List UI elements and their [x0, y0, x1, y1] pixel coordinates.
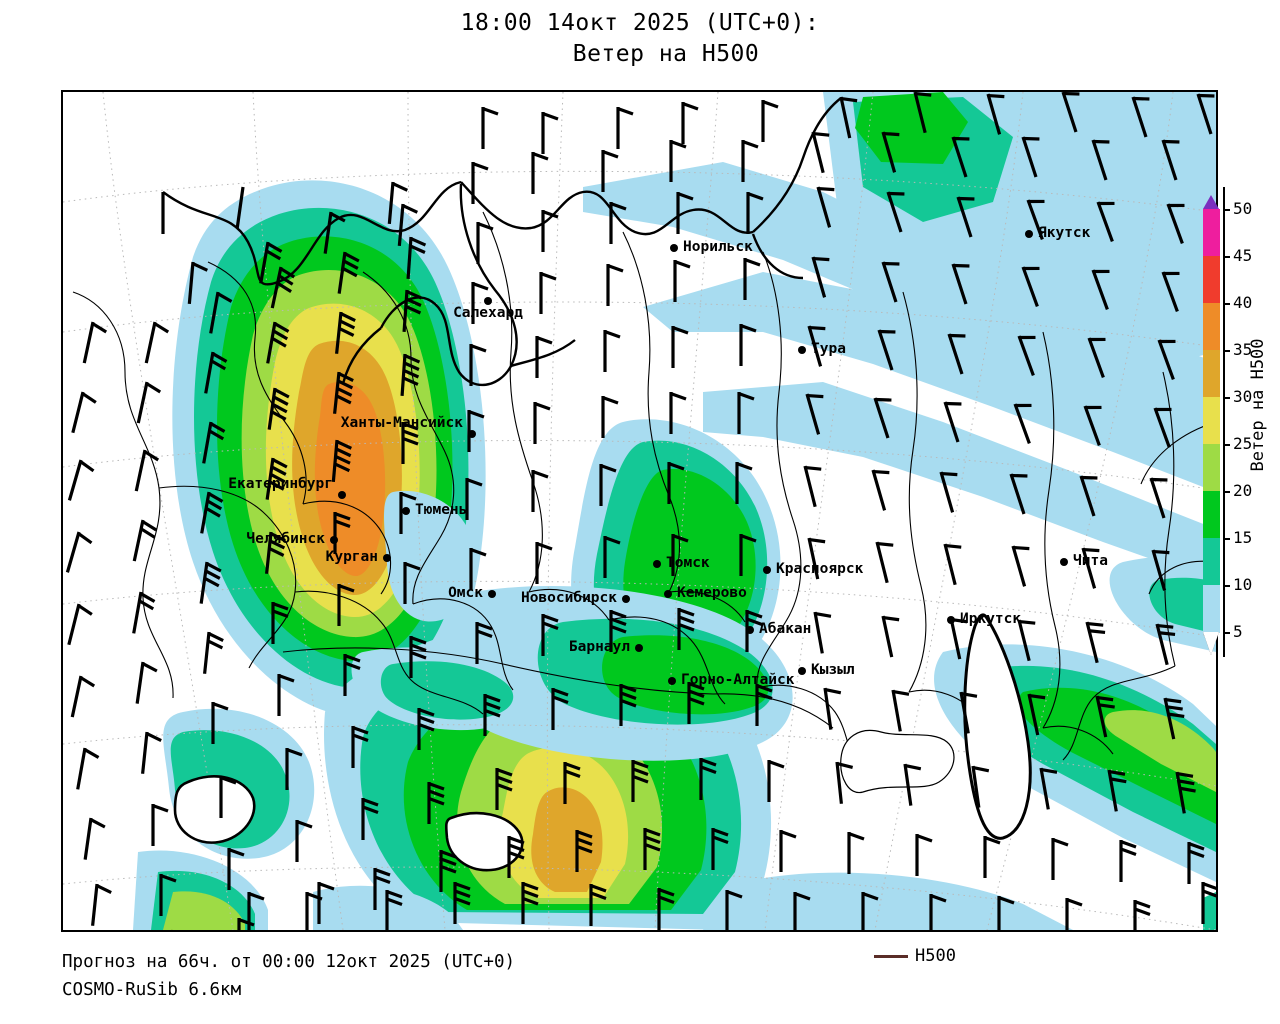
colorbar-segment-10_15 — [1203, 538, 1220, 586]
city-dot — [330, 536, 338, 544]
city-dot — [668, 677, 676, 685]
colorbar-segment-15_20 — [1203, 491, 1220, 539]
city-dot — [484, 297, 492, 305]
city-dot — [664, 590, 672, 598]
city-name: Омск — [448, 585, 483, 601]
city-name: Якутск — [1038, 225, 1091, 241]
colorbar-tick — [1223, 585, 1230, 587]
inland-lake-west — [173, 775, 256, 844]
title-line-parameter: Ветер на H500 — [572, 41, 760, 67]
city-name: Абакан — [759, 621, 812, 637]
city-name: Новосибирск — [520, 590, 617, 606]
page-title: 18:00 14окт 2025 (UTC+0): Ветер на H500 — [0, 8, 1280, 70]
title-line-datetime: 18:00 14окт 2025 (UTC+0): — [460, 10, 820, 36]
regional-outline-buryatia — [840, 729, 955, 794]
city-dot — [670, 244, 678, 252]
city-dot — [798, 667, 806, 675]
city-name: Тюмень — [415, 502, 468, 518]
city-name: Томск — [666, 555, 710, 571]
colorbar-tick — [1223, 256, 1230, 258]
city-dot — [402, 507, 410, 515]
city-name: Норильск — [683, 239, 753, 255]
city-dot — [488, 590, 496, 598]
city-name: Кызыл — [811, 662, 855, 678]
colorbar-tick-label: 30 — [1233, 387, 1253, 406]
colorbar-tick-label: 15 — [1233, 528, 1253, 547]
lake-baikal — [963, 613, 1032, 840]
city-name: Тура — [811, 341, 846, 357]
city-dot — [468, 430, 476, 438]
city-dot — [1060, 558, 1068, 566]
colorbar-segment-5_10 — [1203, 585, 1220, 633]
map-canvas — [63, 92, 1216, 930]
footer-model-line: COSMO-RuSib 6.6км — [62, 980, 242, 1000]
colorbar-segment-30_35 — [1203, 350, 1220, 398]
colorbar-segment-45_50 — [1203, 209, 1220, 257]
colorbar-segment-35_40 — [1203, 303, 1220, 351]
colorbar[interactable]: 50 45 40 35 30 25 20 15 10 5 Ветер на H500 — [1196, 187, 1280, 657]
city-dot — [338, 491, 346, 499]
city-dot — [947, 616, 955, 624]
city-name: Екатеринбург — [228, 476, 333, 492]
footer-forecast-line: Прогноз на 66ч. от 00:00 12окт 2025 (UTC… — [62, 952, 516, 972]
city-name: Курган — [325, 549, 378, 565]
colorbar-over-arrow — [1203, 195, 1219, 209]
colorbar-tick-label: 10 — [1233, 575, 1253, 594]
colorbar-tick-label: 25 — [1233, 434, 1253, 453]
colorbar-tick — [1223, 444, 1230, 446]
city-dot — [746, 626, 754, 634]
colorbar-tick — [1223, 209, 1230, 211]
colorbar-title: Ветер на H500 — [1245, 225, 1271, 585]
city-name: Красноярск — [776, 561, 864, 577]
city-dot — [622, 595, 630, 603]
city-dot — [635, 644, 643, 652]
colorbar-axis — [1223, 187, 1225, 657]
colorbar-tick-label: 40 — [1233, 293, 1253, 312]
city-name: Челябинск — [246, 531, 325, 547]
colorbar-tick — [1223, 491, 1230, 493]
colorbar-title-text: Ветер на H500 — [1248, 338, 1268, 472]
colorbar-tick — [1223, 397, 1230, 399]
colorbar-tick — [1223, 303, 1230, 305]
city-dot — [653, 560, 661, 568]
colorbar-tick-label: 45 — [1233, 246, 1253, 265]
city-name: Барнаул — [568, 639, 630, 655]
city-name: Ханты-Мансийск — [340, 415, 463, 431]
city-name: Горно-Алтайск — [681, 672, 795, 688]
legend-h500: H500 — [874, 948, 956, 965]
colorbar-tick-label: 20 — [1233, 481, 1253, 500]
city-dot — [1025, 230, 1033, 238]
map-frame[interactable]: Якутск Норильск Салехард Тура Ханты-Мансийск… — [61, 90, 1218, 932]
city-name: Иркутск — [960, 611, 1022, 627]
colorbar-segment-25_30 — [1203, 397, 1220, 445]
city-name: Кемерово — [677, 585, 747, 601]
legend-line-swatch — [874, 955, 908, 958]
city-dot — [383, 554, 391, 562]
colorbar-tick — [1223, 538, 1230, 540]
city-dot — [798, 346, 806, 354]
city-dot — [763, 566, 771, 574]
colorbar-under-arrow — [1203, 632, 1219, 655]
colorbar-segment-40_45 — [1203, 256, 1220, 304]
colorbar-tick-label: 35 — [1233, 340, 1253, 359]
graticule-lines — [63, 92, 1216, 930]
colorbar-tick — [1223, 350, 1230, 352]
colorbar-body — [1203, 209, 1220, 633]
colorbar-tick — [1223, 632, 1230, 634]
colorbar-tick-label: 50 — [1233, 199, 1253, 218]
colorbar-segment-20_25 — [1203, 444, 1220, 492]
city-name: Читa — [1073, 553, 1108, 569]
city-name: Салехард — [453, 305, 523, 321]
colorbar-tick-label: 5 — [1233, 622, 1243, 641]
legend-h500-label: H500 — [915, 946, 956, 966]
footer: Прогноз на 66ч. от 00:00 12окт 2025 (UTC… — [62, 948, 1262, 1004]
inland-lake-south — [444, 811, 524, 872]
